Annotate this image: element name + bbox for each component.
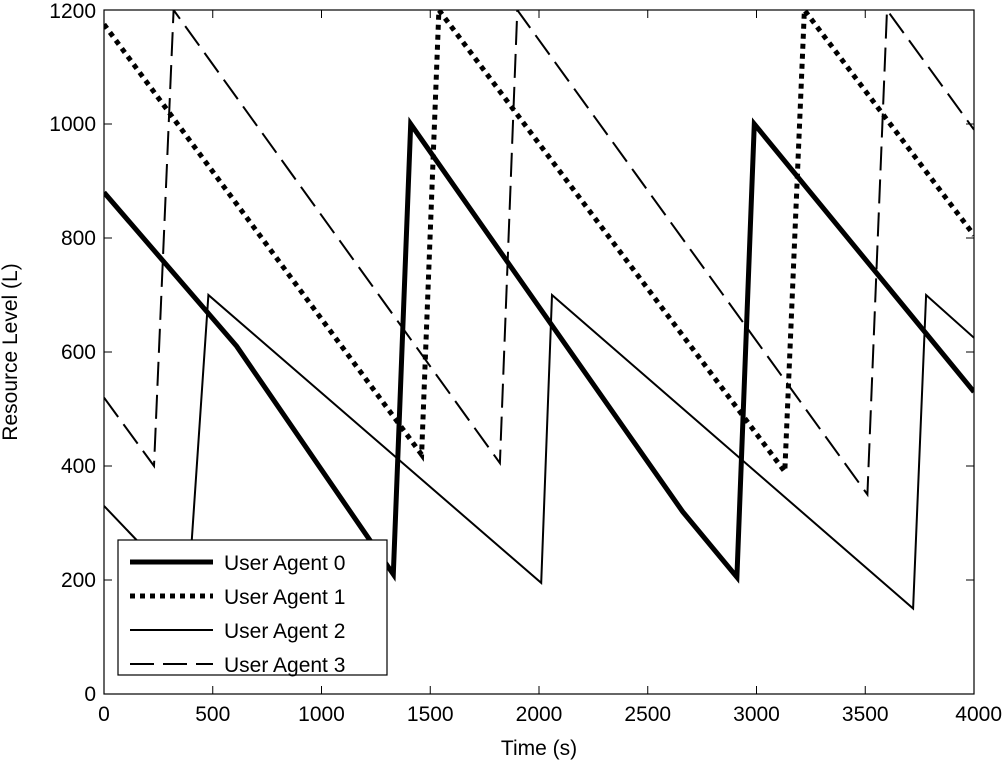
legend-label-user-agent-2: User Agent 2 — [224, 620, 345, 643]
legend-label-user-agent-0: User Agent 0 — [224, 552, 345, 575]
y-tick-label: 1200 — [49, 0, 96, 23]
x-tick-label: 1000 — [298, 703, 345, 726]
legend-label-user-agent-1: User Agent 1 — [224, 586, 345, 609]
x-tick-label: 0 — [98, 703, 110, 726]
y-tick-label: 400 — [61, 455, 96, 478]
x-axis-label: Time (s) — [501, 737, 577, 760]
series-line-user-agent-3 — [104, 10, 974, 498]
x-tick-label: 3500 — [842, 703, 889, 726]
series-line-user-agent-0 — [104, 116, 974, 584]
x-tick-label: 2000 — [516, 703, 563, 726]
x-tick-label: 1500 — [407, 703, 454, 726]
y-tick-label: 600 — [61, 341, 96, 364]
y-tick-label: 800 — [61, 227, 96, 250]
ticks-layer: 0 500 1000 1500 2000 2500 3000 3500 4000 0 200 400 6… — [49, 0, 1002, 726]
legend-label-user-agent-3: User Agent 3 — [224, 654, 345, 677]
legend: User Agent 0 User Agent 1 User Agent 2 User… — [117, 539, 388, 677]
x-tick-label: 3000 — [733, 703, 780, 726]
x-tick-label: 4000 — [955, 703, 1002, 726]
y-axis-label: Resource Level (L) — [0, 263, 22, 440]
x-tick-label: 2500 — [624, 703, 671, 726]
y-tick-label: 0 — [84, 683, 96, 706]
x-tick-label: 500 — [195, 703, 230, 726]
y-tick-label: 200 — [61, 569, 96, 592]
y-tick-label: 1000 — [49, 113, 96, 136]
